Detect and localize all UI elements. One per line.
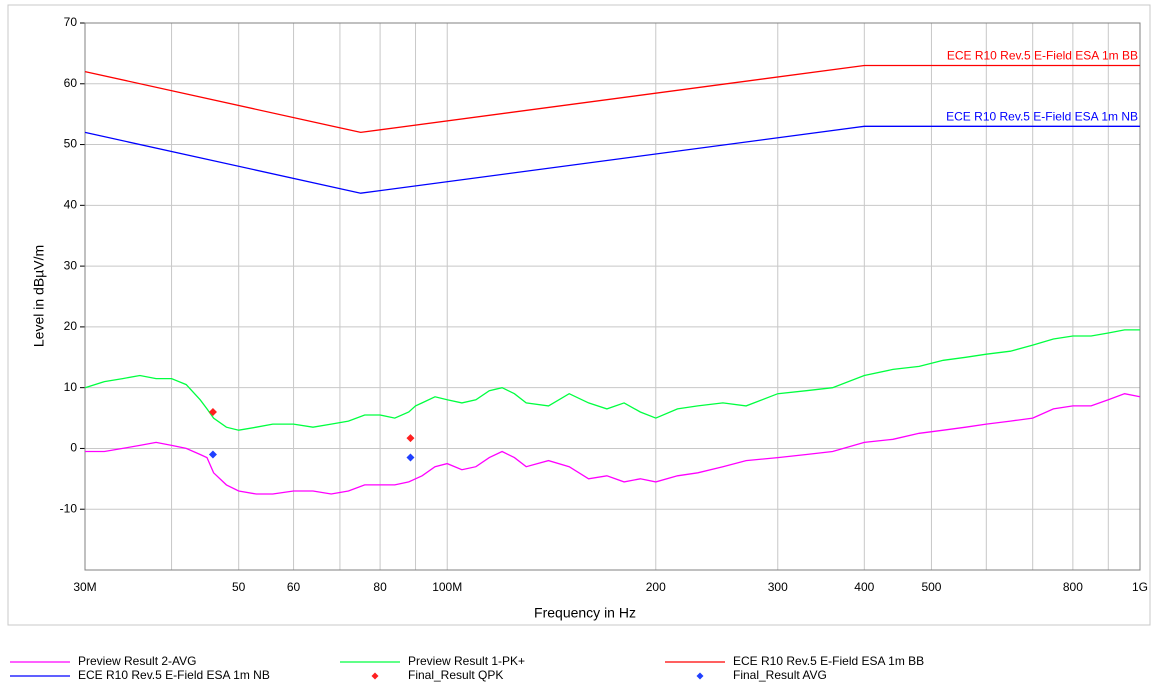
y-tick-label: 50 (64, 137, 78, 151)
legend-label: Final_Result QPK (408, 668, 503, 682)
legend-label: ECE R10 Rev.5 E-Field ESA 1m BB (733, 654, 924, 668)
y-axis-label: Level in dBµV/m (31, 245, 47, 347)
legend-marker (696, 672, 704, 680)
x-tick-label: 400 (854, 580, 874, 594)
limit-line (84, 64, 1140, 134)
x-tick-label: 500 (921, 580, 941, 594)
y-tick-label: 60 (64, 76, 78, 90)
y-tick-label: 70 (64, 15, 78, 29)
x-tick-label: 200 (646, 580, 666, 594)
x-axis-label: Frequency in Hz (534, 605, 636, 621)
x-tick-label: 30M (73, 580, 96, 594)
legend-label: ECE R10 Rev.5 E-Field ESA 1m NB (78, 668, 270, 682)
trace-line (85, 393, 1141, 495)
plot-area (84, 22, 1141, 571)
legend-marker (371, 672, 379, 680)
legend-label: Preview Result 1-PK+ (408, 654, 525, 668)
x-tick-label: 80 (373, 580, 387, 594)
final-result-marker (208, 407, 217, 416)
y-tick-label: 40 (64, 198, 78, 212)
legend-label: Preview Result 2-AVG (78, 654, 196, 668)
y-tick-label: -10 (60, 501, 78, 515)
final-result-marker (406, 434, 415, 443)
x-tick-label: 50 (232, 580, 246, 594)
chart-frame (7, 4, 1151, 626)
limit-label: ECE R10 Rev.5 E-Field ESA 1m BB (947, 49, 1138, 63)
x-tick-label: 100M (432, 580, 462, 594)
legend-label: Final_Result AVG (733, 668, 827, 682)
y-tick-label: 30 (64, 258, 78, 272)
x-tick-label: 60 (287, 580, 301, 594)
x-tick-label: 800 (1063, 580, 1083, 594)
x-tick-label: 1G (1132, 580, 1148, 594)
trace-line (84, 329, 1140, 431)
x-tick-label: 300 (768, 580, 788, 594)
limit-label: ECE R10 Rev.5 E-Field ESA 1m NB (946, 109, 1138, 123)
y-tick-label: 0 (70, 441, 77, 455)
y-tick-label: 10 (64, 380, 78, 394)
limit-line (84, 125, 1140, 194)
final-result-marker (406, 453, 415, 462)
y-tick-label: 20 (64, 319, 78, 333)
final-result-marker (208, 450, 217, 459)
